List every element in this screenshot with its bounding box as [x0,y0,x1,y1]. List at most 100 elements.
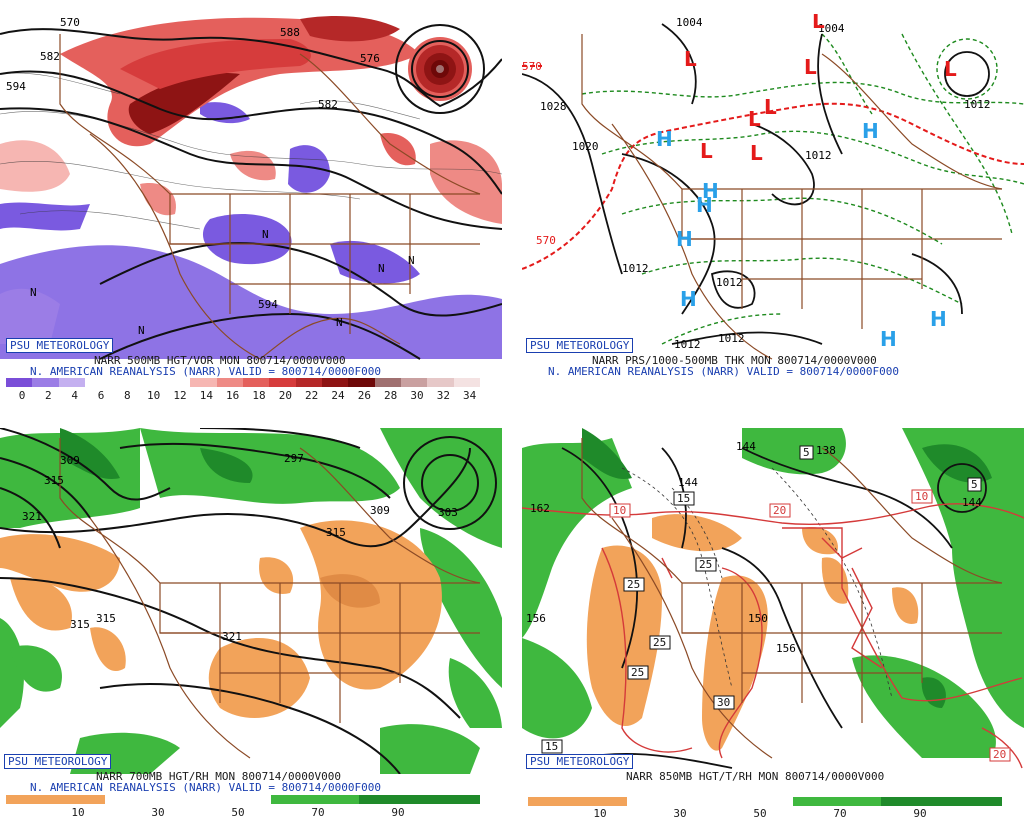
contour-label: 582 [318,98,338,111]
panel-pressure-thickness: 1004 1004 1028 1020 1012 1012 1012 1012 … [522,14,1024,404]
panel-2-caption-line2: N. AMERICAN REANALYSIS (NARR) VALID = 80… [548,365,899,378]
contour-label: 150 [748,612,768,625]
isotherm-label-box: 15 [541,739,563,754]
contour-label: 588 [280,26,300,39]
vorticity-color-scale [6,378,480,387]
rh-700mb-map: 309 315 321 297 309 303 315 315 315 321 [0,428,502,774]
scale-swatch [321,378,349,387]
scale-tick-label: 70 [311,806,325,819]
contour-label: 570 [60,16,80,29]
isotherm-label-box: 10 [911,489,933,504]
panel-500mb-vorticity: 570 582 594 576 582 588 594 N N N N N N … [0,14,502,404]
svg-text:25: 25 [653,636,666,649]
psu-meteorology-badge: PSU METEOROLOGY [526,338,634,353]
contour-label: 156 [526,612,546,625]
scale-tick-label: 30 [151,806,165,819]
scale-tick-label: 8 [124,389,131,402]
scale-tick-label: 50 [753,807,767,819]
scale-swatch [58,378,85,387]
contour-label: 303 [438,506,458,519]
vorticity-map: 570 582 594 576 582 588 594 N N N N N N [0,16,502,360]
scale-tick-label: 70 [833,807,847,819]
low-pressure-marker: L [812,14,825,33]
isobar-label: 1004 [676,16,703,29]
svg-text:30: 30 [717,696,730,709]
low-pressure-marker: L [700,139,713,163]
vorticity-min-marker: N [138,324,145,337]
scale-tick-label: 12 [173,389,187,402]
isobar-label: 1012 [674,338,701,351]
isobar-label: 1004 [818,22,845,35]
isotherm-label-box: 20 [769,503,791,518]
scale-swatch [374,378,401,387]
low-pressure-marker: L [944,57,957,81]
vorticity-scale-labels: 0 2 4 6 8 10 12 14 16 18 20 22 24 26 28 30 32 34 [6,389,480,402]
scale-tick-label: 10 [71,806,85,819]
panel-1-caption-line2: N. AMERICAN REANALYSIS (NARR) VALID = 80… [30,365,381,378]
contour-label: 594 [6,80,26,93]
contour-label: 582 [40,50,60,63]
vorticity-min-marker: N [30,286,37,299]
scale-tick-label: 10 [147,389,161,402]
scale-swatch [84,378,112,387]
isotherm-label-box: 20 [989,747,1011,762]
high-pressure-marker: H [676,227,693,251]
scale-swatch [163,378,191,387]
scale-swatch [453,378,480,387]
isobar-label: 1012 [964,98,991,111]
high-pressure-marker: H [702,179,719,203]
contour-label: 315 [70,618,90,631]
scale-swatch [269,378,296,387]
panel-4-caption-line1: NARR 850MB HGT/T/RH MON 800714/0000V000 [626,770,885,783]
svg-text:5: 5 [803,446,810,459]
scale-tick-label: 24 [331,389,345,402]
svg-text:25: 25 [631,666,644,679]
svg-text:15: 15 [677,492,690,505]
scale-tick-label: 90 [913,807,927,819]
scale-swatch [295,378,322,387]
low-pressure-marker: L [764,95,777,119]
contour-label: 297 [284,452,304,465]
high-pressure-marker: H [930,307,947,331]
isotherm-label-box: 15 [673,491,695,506]
psu-meteorology-badge: PSU METEOROLOGY [6,338,114,353]
contour-label: 594 [258,298,278,311]
svg-text:25: 25 [699,558,712,571]
scale-tick-label: 20 [278,389,292,402]
scale-tick-label: 90 [391,806,405,819]
svg-text:20: 20 [773,504,786,517]
svg-text:20: 20 [993,748,1006,761]
thickness-label: 570 [536,234,556,247]
contour-label: 162 [530,502,550,515]
scale-tick-label: 32 [436,389,450,402]
low-pressure-marker: L [748,107,761,131]
panel-3-caption-line1: NARR 700MB HGT/RH MON 800714/0000V000 [96,770,342,783]
pressure-map: 1004 1004 1028 1020 1012 1012 1012 1012 … [522,14,1024,360]
scale-tick-label: 6 [97,389,105,402]
isobar-label: 1012 [716,276,743,289]
scale-tick-label: 10 [593,807,607,819]
isotherm-label-box: 30 [713,695,735,710]
scale-tick-label: 0 [18,389,26,402]
vorticity-min-marker: N [336,316,343,329]
scale-swatch [137,378,164,387]
scale-tick-label: 50 [231,806,245,819]
svg-text:10: 10 [915,490,928,503]
isobar-label: 1028 [540,100,567,113]
svg-text:10: 10 [613,504,626,517]
scale-tick-label: 4 [71,389,78,402]
contour-label: 576 [360,52,380,65]
scale-tick-label: 30 [673,807,687,819]
scale-tick-label: 22 [305,389,319,402]
scale-tick-label: 16 [226,389,240,402]
scale-tick-label: 34 [463,389,477,402]
panel-2-caption-line1: NARR PRS/1000-500MB THK MON 800714/0000V… [592,354,877,367]
high-pressure-marker: H [680,287,697,311]
high-pressure-marker: H [696,193,713,217]
vorticity-min-marker: N [262,228,269,241]
psu-meteorology-badge: PSU METEOROLOGY [526,754,634,769]
low-pressure-marker: L [804,55,817,79]
rh-850mb-scale-labels: 10 30 50 70 90 [528,807,1002,819]
scale-swatch [6,378,33,387]
isotherm-label-box: 25 [623,577,645,592]
